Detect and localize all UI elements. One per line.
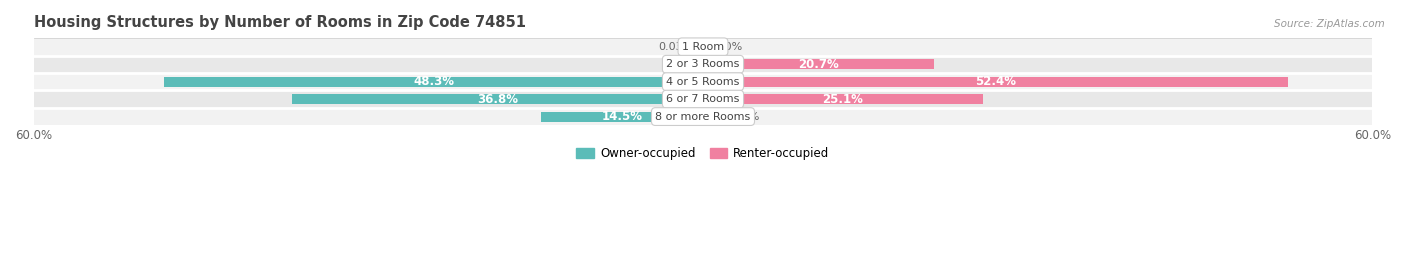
Text: 25.1%: 25.1% xyxy=(823,93,863,106)
Bar xyxy=(34,38,1372,55)
Text: 0.0%: 0.0% xyxy=(714,42,742,52)
Text: 36.8%: 36.8% xyxy=(477,93,519,106)
Bar xyxy=(34,73,1372,90)
Bar xyxy=(541,112,703,122)
Text: 0.03%: 0.03% xyxy=(658,42,693,52)
Bar xyxy=(703,77,1288,87)
Text: 6 or 7 Rooms: 6 or 7 Rooms xyxy=(666,94,740,104)
Text: 1.8%: 1.8% xyxy=(733,112,761,122)
Text: 1 Room: 1 Room xyxy=(682,42,724,52)
Bar xyxy=(703,112,723,122)
Bar xyxy=(34,55,1372,73)
Text: 14.5%: 14.5% xyxy=(602,110,643,123)
Bar xyxy=(165,77,703,87)
Text: 48.3%: 48.3% xyxy=(413,75,454,88)
Bar xyxy=(703,59,934,69)
Text: 0.4%: 0.4% xyxy=(661,59,689,69)
Text: Housing Structures by Number of Rooms in Zip Code 74851: Housing Structures by Number of Rooms in… xyxy=(34,15,526,30)
Bar xyxy=(703,94,983,104)
Bar xyxy=(292,94,703,104)
Text: 4 or 5 Rooms: 4 or 5 Rooms xyxy=(666,77,740,87)
Text: 52.4%: 52.4% xyxy=(974,75,1015,88)
Bar xyxy=(699,59,703,69)
Bar xyxy=(34,108,1372,125)
Text: 20.7%: 20.7% xyxy=(799,58,839,71)
Text: Source: ZipAtlas.com: Source: ZipAtlas.com xyxy=(1274,19,1385,29)
Bar xyxy=(34,90,1372,108)
Text: 8 or more Rooms: 8 or more Rooms xyxy=(655,112,751,122)
Legend: Owner-occupied, Renter-occupied: Owner-occupied, Renter-occupied xyxy=(572,142,834,165)
Text: 2 or 3 Rooms: 2 or 3 Rooms xyxy=(666,59,740,69)
